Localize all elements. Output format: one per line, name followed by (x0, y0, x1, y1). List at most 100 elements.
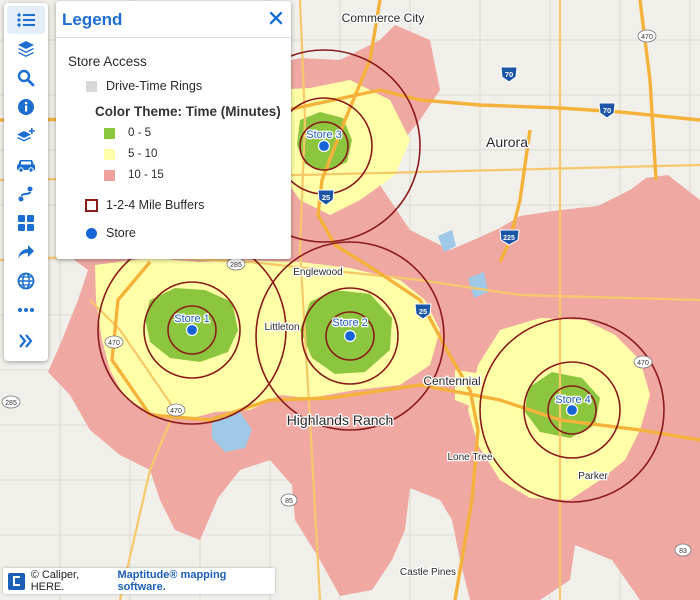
legend-tool-button[interactable] (7, 6, 45, 34)
svg-text:85: 85 (285, 498, 293, 505)
apps-tool-button[interactable] (7, 209, 45, 237)
close-icon[interactable] (269, 11, 283, 25)
state-shield-sh470-ne: 470 (637, 29, 657, 43)
double-chevron-right-icon (19, 334, 33, 348)
share-tool-button[interactable] (7, 238, 45, 266)
expand-toolbar-button[interactable] (7, 327, 45, 355)
legend-bin-swatch-0-5 (104, 128, 115, 139)
buffers-label: 1-2-4 Mile Buffers (106, 198, 205, 212)
store-4-marker[interactable]: Store 4 (554, 393, 592, 417)
state-shield-sh470-e: 470 (633, 355, 653, 369)
buffer-ring-store-2-1mi (325, 311, 375, 361)
store-3-label: Store 3 (306, 129, 341, 141)
basemap-tool-button[interactable] (7, 267, 45, 295)
legend-bin-label-5-10: 5 - 10 (128, 148, 158, 160)
drive-time-rings-swatch (86, 81, 97, 92)
buffer-ring-store-4-4mi (479, 317, 665, 503)
layers-icon (18, 41, 34, 57)
state-shield-sh85: 85 (280, 493, 298, 507)
search-tool-button[interactable] (7, 64, 45, 92)
svg-text:83: 83 (679, 548, 687, 555)
svg-text:470: 470 (170, 408, 182, 415)
buffer-ring-store-2-2mi (301, 287, 399, 385)
state-shield-sh83: 83 (674, 543, 692, 557)
drive-time-rings-label: Drive-Time Rings (106, 79, 203, 93)
map-attribution: © Caliper, HERE. Maptitude® mapping soft… (3, 568, 275, 594)
buffer-ring-store-4-2mi (523, 361, 621, 459)
more-icon (18, 308, 34, 312)
svg-text:285: 285 (5, 400, 17, 407)
route-tool-button[interactable] (7, 180, 45, 208)
grid-icon (18, 215, 34, 231)
search-icon (17, 69, 35, 87)
legend-bin-swatch-10-15 (104, 170, 115, 181)
layers-tool-button[interactable] (7, 35, 45, 63)
interstate-shield-i25-south: 25 (414, 303, 432, 320)
globe-icon (17, 272, 35, 290)
caliper-logo-icon (12, 576, 20, 586)
city-label-highlands-ranch: Highlands Ranch (287, 412, 394, 428)
route-icon (18, 186, 33, 202)
store-buffers (97, 49, 665, 503)
state-shield-sh285-b: 285 (1, 395, 21, 409)
city-label-commerce-city: Commerce City (342, 11, 425, 25)
drive-time-tool-button[interactable] (7, 151, 45, 179)
maptitude-link[interactable]: Maptitude® mapping software. (117, 569, 227, 593)
caliper-logo (8, 572, 25, 590)
city-label-centennial: Centennial (423, 374, 480, 388)
state-shield-sh470-w: 470 (104, 335, 124, 349)
stores: Store 3 Store 1 Store 2 Store 4 (173, 128, 592, 417)
legend-panel: Legend Store Access Drive-Time Rings Col… (56, 1, 291, 259)
info-icon (18, 99, 34, 115)
legend-bin-swatch-5-10 (104, 149, 115, 160)
legend-group-title: Store Access (68, 54, 147, 69)
buffer-ring-store-4-1mi (547, 385, 597, 435)
list-icon (17, 13, 35, 27)
svg-text:470: 470 (108, 340, 120, 347)
buffer-ring-store-1-1mi (167, 305, 217, 355)
attribution-text: © Caliper, HERE. (30, 569, 80, 593)
legend-bin-label-10-15: 10 - 15 (128, 169, 164, 181)
store-1-marker[interactable]: Store 1 (173, 312, 211, 337)
share-icon (18, 245, 34, 259)
city-label-lone-tree: Lone Tree (447, 452, 492, 463)
svg-text:25: 25 (419, 307, 427, 316)
add-layer-tool-button[interactable] (7, 122, 45, 150)
state-route-shields: 470 470 470 470 285 285 85 83 (1, 29, 692, 557)
legend-header: Legend (56, 1, 291, 38)
interstate-shield-i225: 225 (499, 229, 520, 246)
store-1-label: Store 1 (174, 313, 209, 325)
interstate-shields: 70 70 25 225 25 (317, 66, 616, 320)
store-4-label: Store 4 (555, 394, 590, 406)
interstate-shield-i70-a: 70 (500, 66, 518, 83)
add-layer-icon (17, 128, 35, 142)
more-tool-button[interactable] (7, 296, 45, 324)
buffer-ring-store-2-4mi (255, 241, 445, 431)
buffers-swatch (85, 199, 98, 212)
interstate-shield-i25-north: 25 (317, 189, 335, 206)
buffer-ring-store-3-1mi (299, 121, 349, 171)
svg-text:225: 225 (503, 235, 515, 242)
store-2-marker[interactable]: Store 2 (331, 316, 369, 343)
city-label-castle-pines: Castle Pines (400, 567, 456, 578)
water-bodies (212, 230, 488, 452)
buffer-ring-store-1-2mi (143, 281, 241, 379)
store-2-label: Store 2 (332, 317, 367, 329)
svg-text:70: 70 (603, 106, 611, 115)
map-toolbar (4, 3, 48, 361)
store-3-marker[interactable]: Store 3 (305, 128, 343, 153)
city-label-parker: Parker (578, 471, 608, 482)
svg-text:70: 70 (505, 70, 513, 79)
svg-text:285: 285 (230, 262, 242, 269)
legend-bin-label-0-5: 0 - 5 (128, 127, 152, 139)
svg-text:470: 470 (637, 360, 649, 367)
svg-text:25: 25 (322, 193, 330, 202)
car-icon (17, 160, 35, 173)
city-label-littleton: Littleton (264, 322, 299, 333)
store-swatch (86, 228, 97, 239)
info-tool-button[interactable] (7, 93, 45, 121)
state-shield-sh285-a: 285 (226, 257, 246, 271)
svg-text:470: 470 (641, 34, 653, 41)
interstate-shield-i70-b: 70 (598, 102, 616, 119)
